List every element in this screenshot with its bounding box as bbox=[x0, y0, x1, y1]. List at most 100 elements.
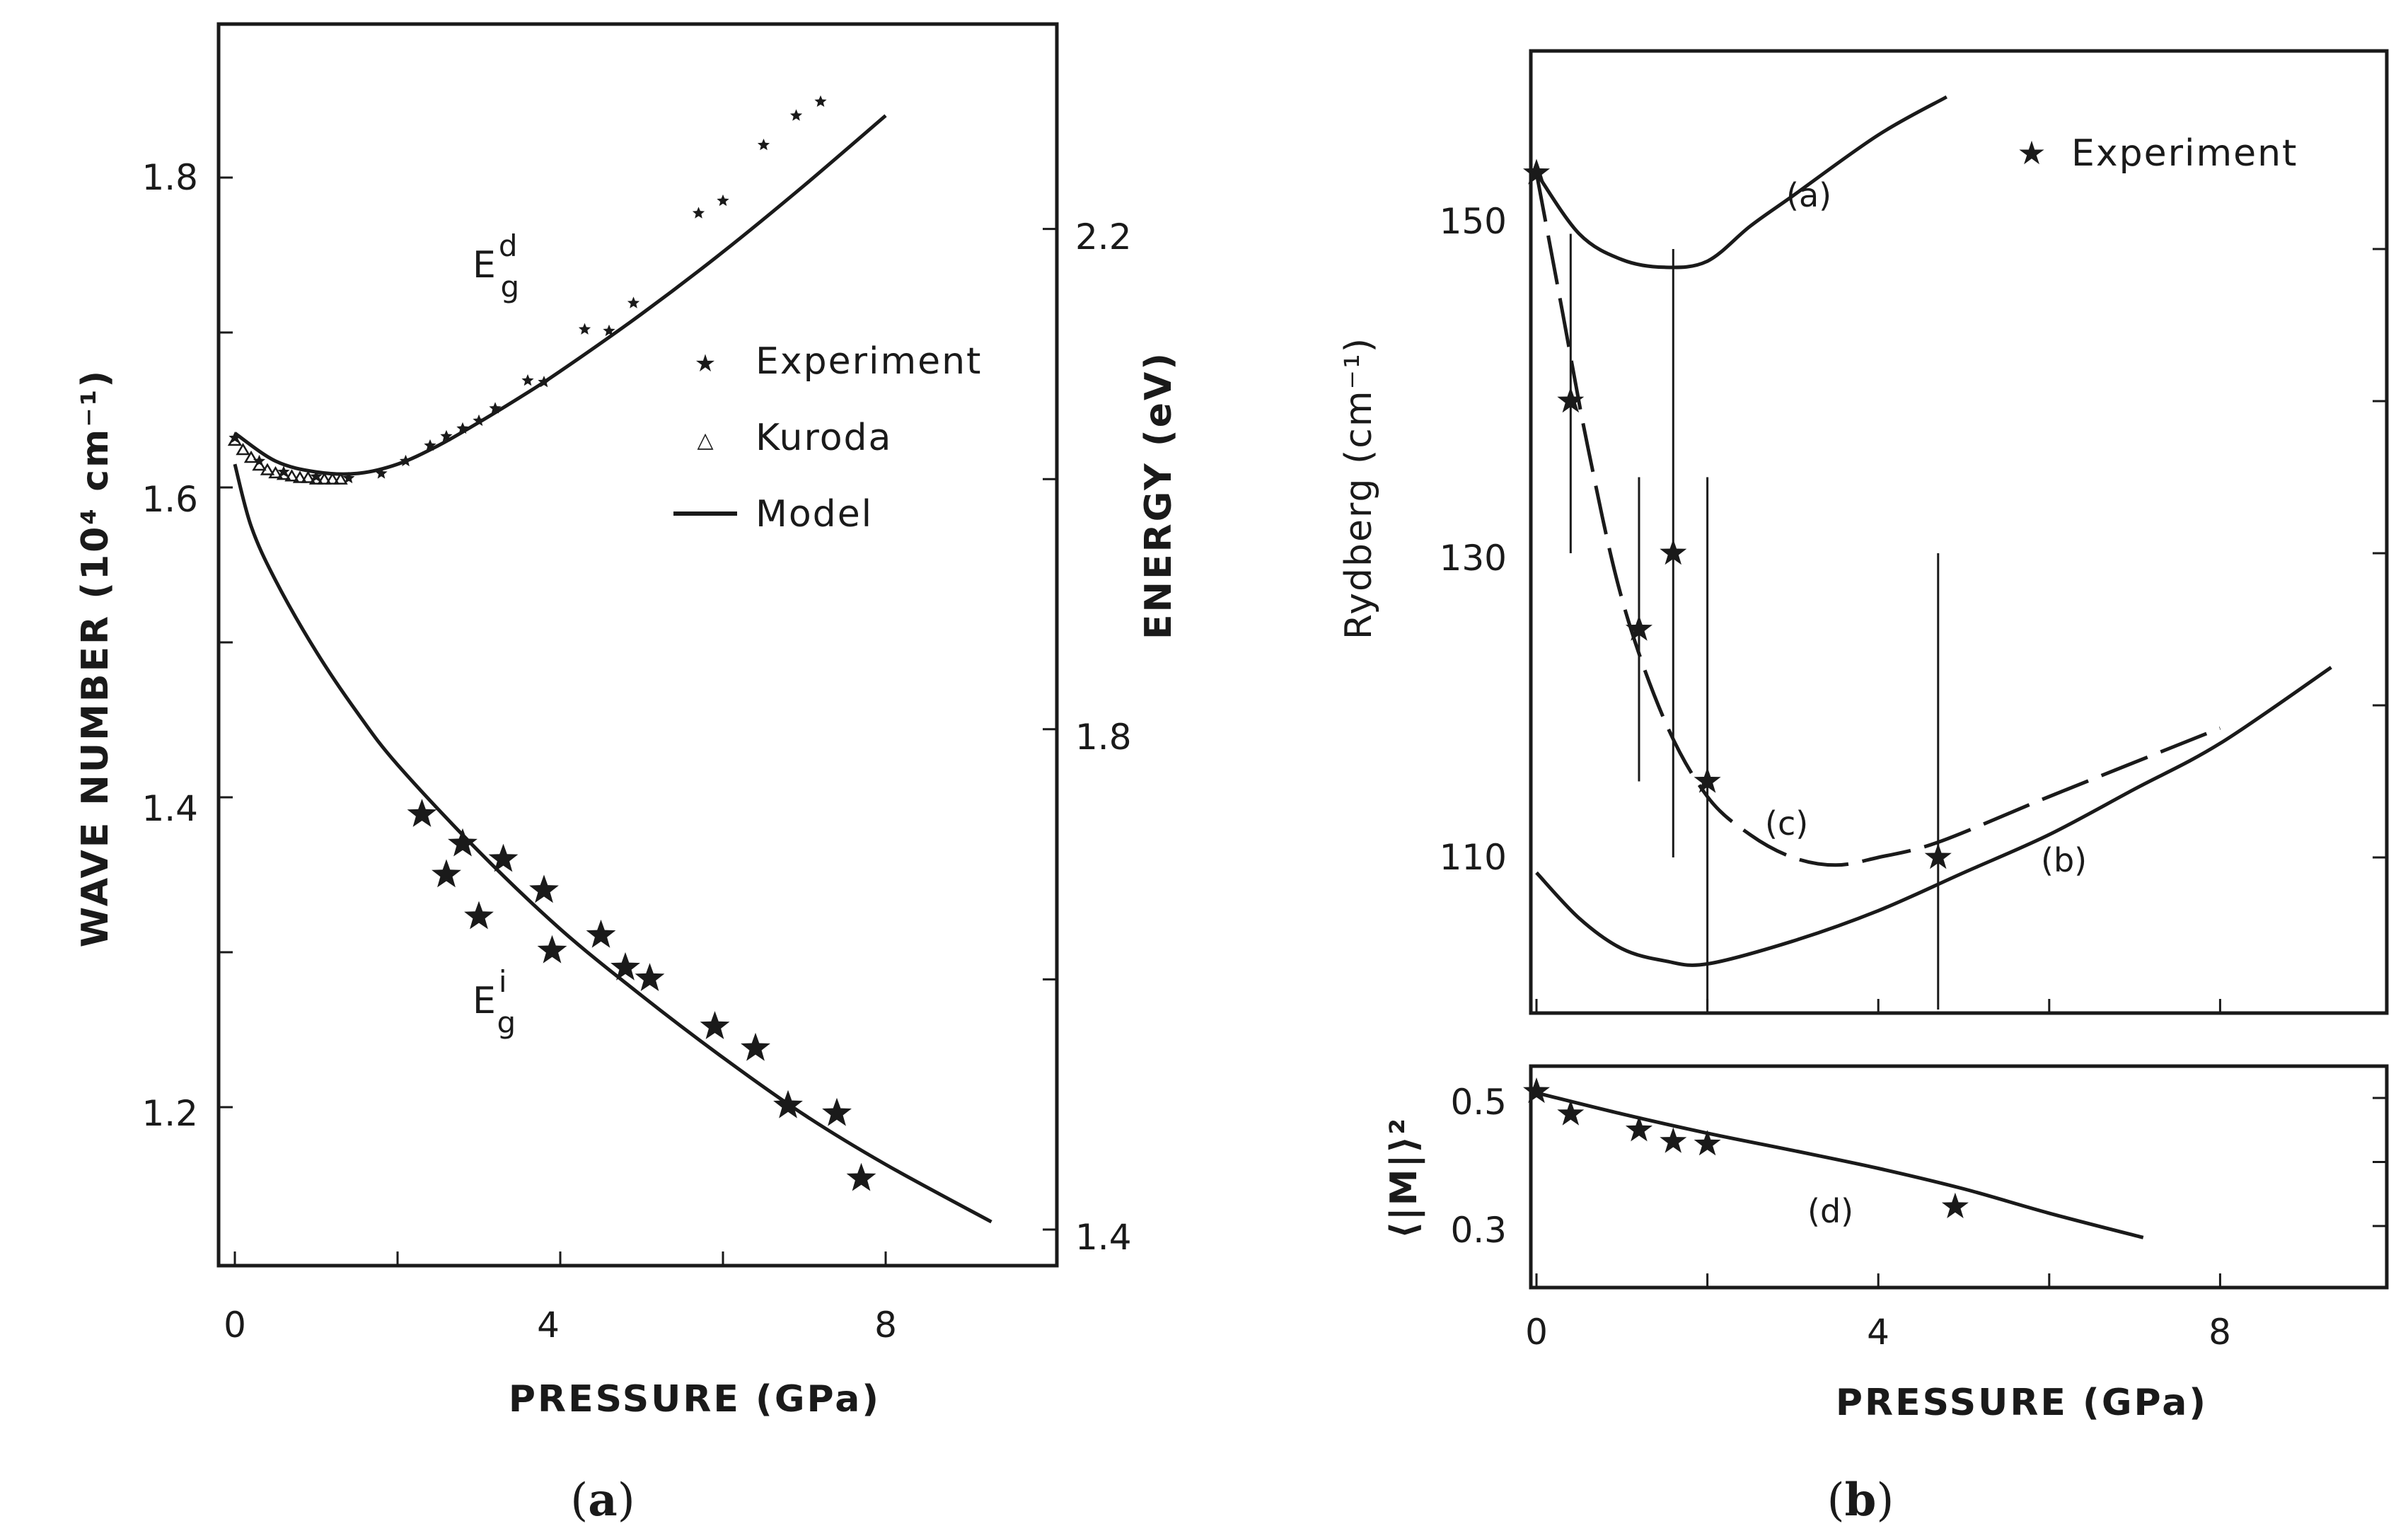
panel-b-y-ticks bbox=[2373, 248, 2387, 1227]
experiment-point bbox=[407, 799, 437, 827]
experiment-point bbox=[456, 422, 469, 434]
experiment-point bbox=[399, 454, 412, 467]
experiment-point bbox=[521, 374, 534, 386]
experiment-point bbox=[464, 901, 494, 930]
experiment-point bbox=[789, 109, 803, 121]
line-e-g-i-model bbox=[233, 463, 992, 1224]
experiment-point bbox=[342, 471, 355, 484]
panel-b-x-ticks bbox=[1535, 999, 2221, 1288]
panel-a-right-tick-1.8: 1.8 bbox=[1075, 717, 1132, 758]
panel-b-y-tick-110: 110 bbox=[1440, 837, 1507, 878]
experiment-point bbox=[1557, 387, 1585, 413]
panel-a-right-tick-2.2: 2.2 bbox=[1075, 216, 1132, 258]
experiment-point bbox=[1941, 1192, 1969, 1218]
kuroda-point bbox=[260, 463, 275, 475]
panel-a-right-ticks bbox=[1043, 228, 1057, 1231]
curve-label-a: (a) bbox=[1786, 176, 1831, 214]
experiment-point bbox=[1694, 767, 1721, 793]
kuroda-point bbox=[317, 472, 332, 485]
legend-experiment-star: ★ bbox=[695, 349, 716, 378]
panel-a-x-tick-8: 8 bbox=[874, 1305, 897, 1346]
panel-b-lower-y-tick-0.3: 0.3 bbox=[1450, 1210, 1507, 1251]
curve-c-dashed bbox=[1534, 173, 2221, 867]
experiment-point bbox=[603, 324, 615, 337]
panel-b-lower-y-tick-0.5: 0.5 bbox=[1450, 1082, 1507, 1123]
kuroda-point bbox=[308, 472, 324, 485]
experiment-point bbox=[488, 843, 519, 872]
annotation-eg-indirect: Ei g bbox=[473, 964, 517, 1040]
legend-experiment-label: Experiment bbox=[756, 340, 982, 383]
line-e-g-d-model bbox=[233, 114, 887, 476]
experiment-point bbox=[627, 296, 640, 308]
panel-b-lower-y-label: ⟨|M|⟩² bbox=[1383, 1117, 1425, 1239]
panel-a-right-tick-1.4: 1.4 bbox=[1075, 1217, 1132, 1258]
panel-a-y-tick-1.2: 1.2 bbox=[141, 1093, 198, 1134]
kuroda-point bbox=[333, 472, 348, 485]
panel-a-x-tick-0: 0 bbox=[224, 1305, 246, 1346]
panel-a-y-label: WAVE NUMBER (10⁴ cm⁻¹) bbox=[74, 369, 117, 947]
panel-a-x-tick-4: 4 bbox=[537, 1305, 560, 1346]
legend-kuroda-triangle: △ bbox=[697, 428, 713, 453]
experiment-point bbox=[822, 1097, 852, 1126]
kuroda-point bbox=[268, 466, 283, 479]
experiment-point bbox=[432, 859, 461, 888]
experiment-point bbox=[700, 1011, 730, 1039]
experiment-point bbox=[473, 414, 485, 427]
experiment-point bbox=[228, 431, 241, 444]
experiment-point bbox=[741, 1032, 770, 1061]
kuroda-point bbox=[301, 470, 316, 483]
legend-b-experiment-star: ★ bbox=[2017, 134, 2046, 172]
kuroda-point bbox=[292, 470, 308, 483]
legend-model-label: Model bbox=[756, 493, 873, 536]
experiment-point bbox=[424, 439, 436, 451]
panel-b: 110 130 150 0.3 0.5 0 4 8 PRESSURE (GPa)… bbox=[1338, 49, 2389, 1527]
experiment-point bbox=[578, 323, 591, 335]
experiment-point bbox=[277, 466, 290, 478]
experiment-point bbox=[440, 429, 453, 441]
kuroda-point bbox=[227, 433, 243, 446]
experiment-point bbox=[310, 470, 323, 482]
experiment-point bbox=[1625, 615, 1652, 641]
panel-b-lower-frame bbox=[1529, 1064, 2389, 1290]
experiment-point bbox=[635, 963, 665, 991]
panel-a: 0 4 8 1.2 1.4 1.6 1.8 1.4 1.8 2.2 PRESSU… bbox=[74, 22, 1180, 1527]
panel-b-x-tick-8: 8 bbox=[2209, 1312, 2231, 1353]
panel-a-y-tick-1.4: 1.4 bbox=[141, 788, 198, 829]
panel-a-caption: (a) bbox=[570, 1474, 635, 1527]
experiment-point bbox=[489, 402, 502, 414]
curve--d- bbox=[1536, 1091, 2144, 1239]
experiment-point bbox=[1660, 1127, 1687, 1153]
panel-a-x-label: PRESSURE (GPa) bbox=[509, 1378, 881, 1421]
panel-a-y-ticks bbox=[219, 176, 233, 1109]
experiment-point bbox=[1660, 539, 1687, 565]
panel-b-y-label: Rydberg (cm⁻¹) bbox=[1338, 337, 1380, 640]
experiment-point bbox=[537, 935, 567, 964]
kuroda-point bbox=[252, 458, 267, 471]
experiment-point bbox=[610, 952, 640, 981]
experiment-point bbox=[529, 874, 559, 903]
panel-a-frame bbox=[216, 22, 1059, 1268]
panel-a-series bbox=[227, 95, 992, 1224]
legend-b-experiment-label: Experiment bbox=[2071, 132, 2298, 175]
panel-b-x-tick-4: 4 bbox=[1867, 1312, 1889, 1353]
panel-b-x-label: PRESSURE (GPa) bbox=[1836, 1382, 2208, 1424]
panel-b-legend: ★ Experiment bbox=[2017, 132, 2298, 175]
experiment-point bbox=[1924, 843, 1952, 869]
kuroda-point bbox=[325, 472, 340, 485]
kuroda-point bbox=[243, 450, 259, 463]
curve--b- bbox=[1535, 666, 2332, 967]
experiment-point bbox=[692, 207, 705, 219]
annotation-eg-direct: Ed g bbox=[473, 229, 521, 304]
panel-b-series bbox=[1523, 95, 2332, 1239]
curve-label-b: (b) bbox=[2041, 841, 2087, 879]
experiment-point bbox=[538, 376, 550, 388]
panel-a-y-tick-1.8: 1.8 bbox=[141, 157, 198, 198]
kuroda-point bbox=[276, 468, 291, 480]
curve--a- bbox=[1534, 95, 1948, 270]
curve-label-d: (d) bbox=[1807, 1192, 1853, 1230]
experiment-point bbox=[586, 919, 616, 948]
panel-a-right-y-label: ENERGY (eV) bbox=[1138, 351, 1180, 640]
experiment-point bbox=[1557, 1099, 1585, 1126]
panel-b-y-tick-130: 130 bbox=[1440, 538, 1507, 579]
